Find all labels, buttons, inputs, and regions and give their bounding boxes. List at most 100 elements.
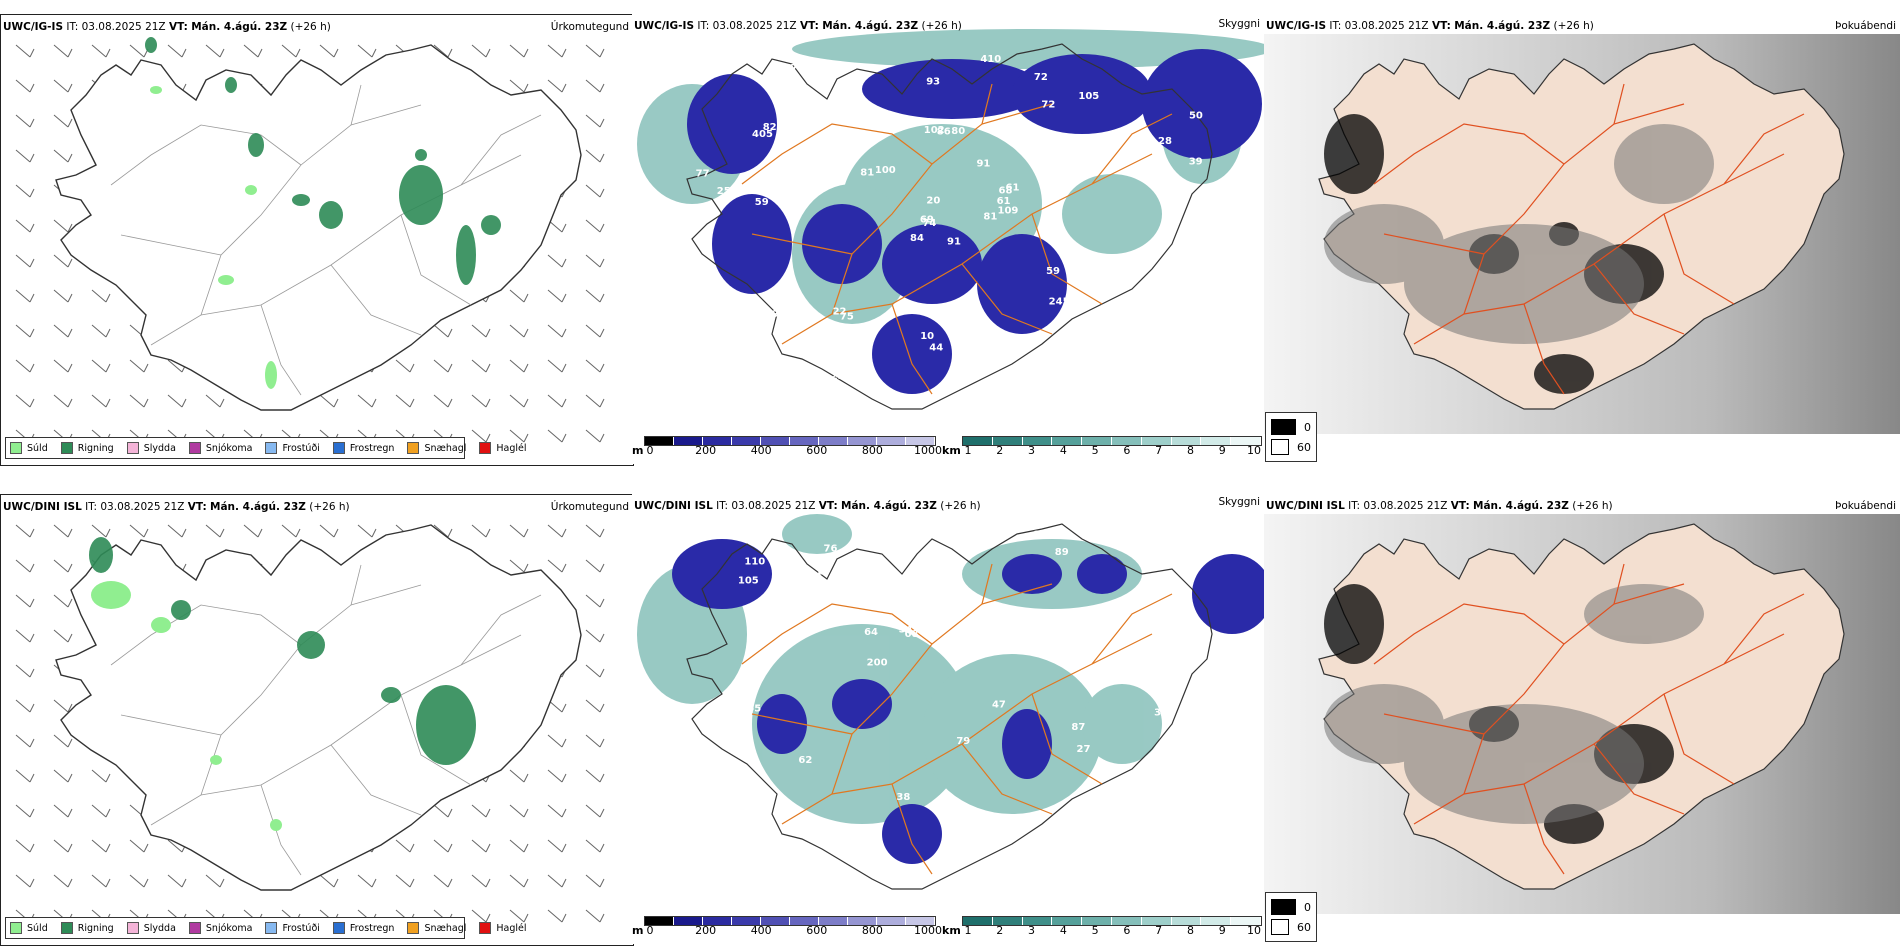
colorbar-strip xyxy=(962,916,1262,926)
colorbar-tick: 1000 xyxy=(914,924,942,937)
wind-barb xyxy=(585,394,605,408)
wind-barb xyxy=(167,394,187,408)
legend-label: Snjókoma xyxy=(205,442,253,454)
wind-barb xyxy=(319,394,339,408)
wind-barb xyxy=(319,874,339,888)
wind-barb xyxy=(433,874,453,888)
cloud-base-value: 75 xyxy=(840,312,854,323)
wind-barb xyxy=(167,44,187,58)
colorbar-tick: 2 xyxy=(996,924,1004,937)
precip-legend-item: Slydda xyxy=(126,442,176,454)
wind-barb xyxy=(547,769,567,783)
header-dini-cloud: UWC/DINI ISL IT: 03.08.2025 21Z VT: Mán.… xyxy=(634,500,981,512)
road-line xyxy=(120,234,222,256)
road-line xyxy=(1663,693,1735,785)
cloud-base-value: 62 xyxy=(1180,376,1194,387)
wind-barb xyxy=(471,429,491,443)
fog-legend-swatch xyxy=(1271,439,1289,455)
wind-barb xyxy=(53,219,73,233)
cloud-base-value: 91 xyxy=(976,158,990,169)
wind-barb xyxy=(357,874,377,888)
legend-swatch xyxy=(479,922,492,934)
wind-barb xyxy=(15,769,35,783)
cloud-base-value: 72 xyxy=(1034,72,1048,83)
precip-legend-item: Frostregn xyxy=(332,442,394,454)
wind-barb xyxy=(547,909,567,923)
cloud-base-value: 38 xyxy=(1154,708,1168,719)
cloud-base-value: 126 xyxy=(781,381,802,392)
fog-legend-swatch xyxy=(1271,919,1289,935)
wind-barb xyxy=(585,254,605,268)
road-line xyxy=(1031,213,1103,305)
legend-label: Frostregn xyxy=(349,922,395,934)
wind-barb xyxy=(509,359,529,373)
wind-barb xyxy=(509,524,529,538)
road-line xyxy=(460,594,542,666)
road-line xyxy=(1383,233,1485,255)
cloud-base-value: 64 xyxy=(864,627,878,638)
wind-barb xyxy=(471,804,491,818)
wind-barb xyxy=(91,839,111,853)
legend-label: Frostúði xyxy=(282,442,320,454)
wind-barb xyxy=(547,254,567,268)
wind-barb xyxy=(547,804,567,818)
colorbar-tick: 6 xyxy=(1123,924,1131,937)
wind-barb xyxy=(585,289,605,303)
wind-barb xyxy=(53,524,73,538)
road-line xyxy=(1613,563,1625,605)
cloud-base-value: 93 xyxy=(926,77,940,88)
wind-barb xyxy=(509,909,529,923)
cloud-panel-igis: 91 405 74 85 68 75 72 80 72 81 67 62 59 50 84 66 126 102 9… xyxy=(632,14,1264,464)
wind-barb xyxy=(129,874,149,888)
colorbar-tick: 5 xyxy=(1091,444,1099,457)
wind-barb xyxy=(471,874,491,888)
colorbar-strip xyxy=(644,436,936,446)
wind-barb xyxy=(281,44,301,58)
road-line xyxy=(1523,783,1565,875)
wind-barb xyxy=(585,559,605,573)
cloud-base-value: 79 xyxy=(956,736,970,747)
wind-barb xyxy=(53,149,73,163)
fog-legend-row: 60 xyxy=(1271,437,1311,457)
wind-barb xyxy=(585,79,605,93)
cloud-base-value: 80 xyxy=(951,126,965,137)
cloud-base-value: 69 xyxy=(757,316,771,327)
road-line xyxy=(200,104,422,316)
wind-barb xyxy=(15,804,35,818)
road-line xyxy=(110,124,302,186)
legend-swatch xyxy=(10,442,22,454)
road-line xyxy=(350,84,362,126)
cloud-base-value: 46 xyxy=(1171,668,1185,679)
precip-legend-item: Rigning xyxy=(60,442,114,454)
wind-barb xyxy=(585,524,605,538)
wind-barb xyxy=(53,699,73,713)
fog-legend-value: 60 xyxy=(1297,920,1311,934)
wind-barb xyxy=(547,874,567,888)
cloud-base-value: 85 xyxy=(733,345,747,356)
cloud-base-value: 59 xyxy=(1046,266,1060,277)
wind-barb xyxy=(509,804,529,818)
road-line xyxy=(751,233,853,255)
wind-barb xyxy=(15,874,35,888)
wind-barb xyxy=(319,524,339,538)
precip-legend-item: Frostúði xyxy=(265,922,320,934)
road-line xyxy=(831,583,1053,795)
wind-barb xyxy=(509,429,529,443)
wind-barb xyxy=(15,44,35,58)
wind-barb xyxy=(547,559,567,573)
cloud-base-value: 110 xyxy=(744,556,765,567)
wind-barb xyxy=(471,839,491,853)
precip-legend-item: Haglél xyxy=(479,442,527,454)
cloud-base-value: 50 xyxy=(1189,110,1203,121)
legend-swatch xyxy=(407,922,420,934)
fog-legend-swatch xyxy=(1271,419,1296,435)
header-dini-precip: UWC/DINI ISL IT: 03.08.2025 21Z VT: Mán.… xyxy=(3,501,350,513)
fog-legend-row: 0 xyxy=(1271,897,1311,917)
wind-barb xyxy=(167,874,187,888)
wind-barb xyxy=(15,79,35,93)
cloud-base-value: 105 xyxy=(1078,91,1099,102)
wind-barb xyxy=(585,44,605,58)
wind-barb xyxy=(585,114,605,128)
legend-swatch xyxy=(407,442,420,454)
legend-label: Frostúði xyxy=(282,922,320,934)
